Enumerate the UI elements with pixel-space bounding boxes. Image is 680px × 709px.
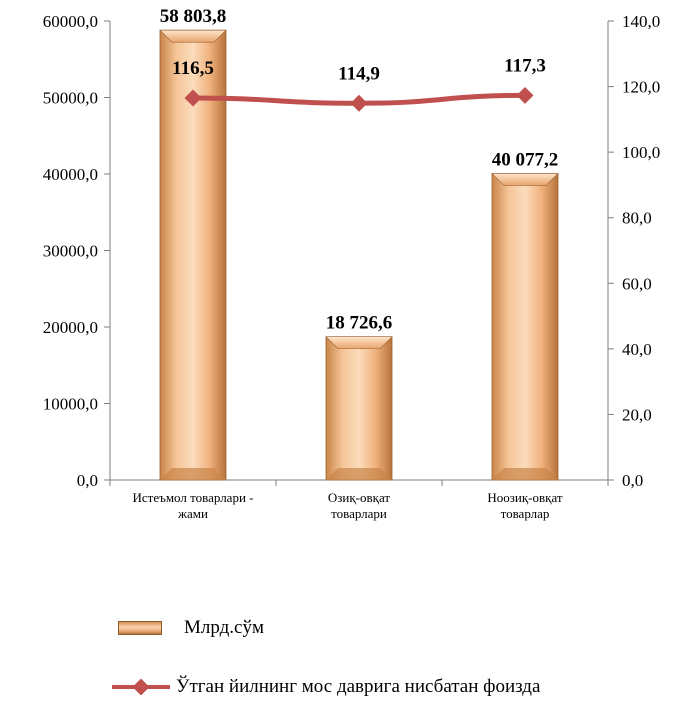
legend-line-swatch bbox=[112, 678, 170, 696]
bar bbox=[325, 336, 393, 481]
line-point bbox=[184, 89, 202, 107]
bar-value-label: 18 726,6 bbox=[326, 313, 393, 334]
data-labels: 58 803,8 18 726,6 40 077,2 116,5 114,9 117,3 bbox=[160, 6, 559, 334]
x-tick-label: Ноозиқ-овқат товарлар bbox=[487, 490, 563, 521]
bar-value-label: 40 077,2 bbox=[492, 149, 559, 170]
y-left-tick-label: 30000,0 bbox=[43, 242, 98, 261]
chart: 0,0 10000,0 20000,0 30000,0 40000,0 50000,0 60… bbox=[43, 6, 661, 521]
y-left-tick-label: 40000,0 bbox=[43, 165, 98, 184]
y-right-tick-label: 140,0 bbox=[622, 12, 660, 31]
line-point bbox=[516, 86, 534, 104]
line-value-label: 116,5 bbox=[172, 58, 214, 79]
y-right-tick-label: 100,0 bbox=[622, 143, 660, 162]
axes: 0,0 10000,0 20000,0 30000,0 40000,0 50000,0 60… bbox=[43, 12, 661, 521]
bar-bevel-bottom bbox=[326, 468, 392, 480]
bar-bevel-bottom bbox=[492, 468, 558, 480]
y-right-tick-label: 80,0 bbox=[622, 209, 652, 228]
y-left-tick-label: 0,0 bbox=[77, 471, 98, 490]
line-series bbox=[184, 86, 534, 112]
legend-line-label: Ўтган йилнинг мос даврига нисбатан фоизд… bbox=[176, 676, 541, 697]
bar bbox=[491, 173, 559, 481]
bar-bevel-top bbox=[159, 29, 227, 43]
y-left-tick-label: 60000,0 bbox=[43, 12, 98, 31]
bar-body bbox=[325, 336, 393, 481]
bar-bevel-top bbox=[325, 336, 393, 350]
x-tick-label: Истеъмол товарлари -жами bbox=[133, 490, 254, 521]
legend-item-bars: Млрд.сўм bbox=[118, 617, 264, 639]
line-value-label: 114,9 bbox=[338, 63, 380, 84]
bar-body bbox=[491, 173, 559, 481]
y-right-tick-label: 40,0 bbox=[622, 340, 652, 359]
y-left-tick-label: 20000,0 bbox=[43, 318, 98, 337]
y-left-tick-label: 50000,0 bbox=[43, 89, 98, 108]
legend-item-line: Ўтган йилнинг мос даврига нисбатан фоизд… bbox=[112, 676, 540, 698]
y-right-tick-label: 0,0 bbox=[622, 471, 643, 490]
bar-bevel-top bbox=[491, 173, 559, 186]
line-point bbox=[350, 94, 368, 112]
legend-bar-label: Млрд.сўм bbox=[184, 617, 264, 638]
x-tick-label: Озиқ-овқат товарлари bbox=[328, 490, 391, 521]
y-right-tick-label: 60,0 bbox=[622, 274, 652, 293]
bar-bevel-bottom bbox=[160, 468, 226, 480]
line-value-label: 117,3 bbox=[504, 55, 546, 76]
legend-bar-swatch bbox=[118, 621, 162, 635]
y-left-tick-label: 10000,0 bbox=[43, 395, 98, 414]
bar-value-label: 58 803,8 bbox=[160, 6, 227, 27]
y-right-tick-label: 120,0 bbox=[622, 78, 660, 97]
y-right-tick-label: 20,0 bbox=[622, 405, 652, 424]
